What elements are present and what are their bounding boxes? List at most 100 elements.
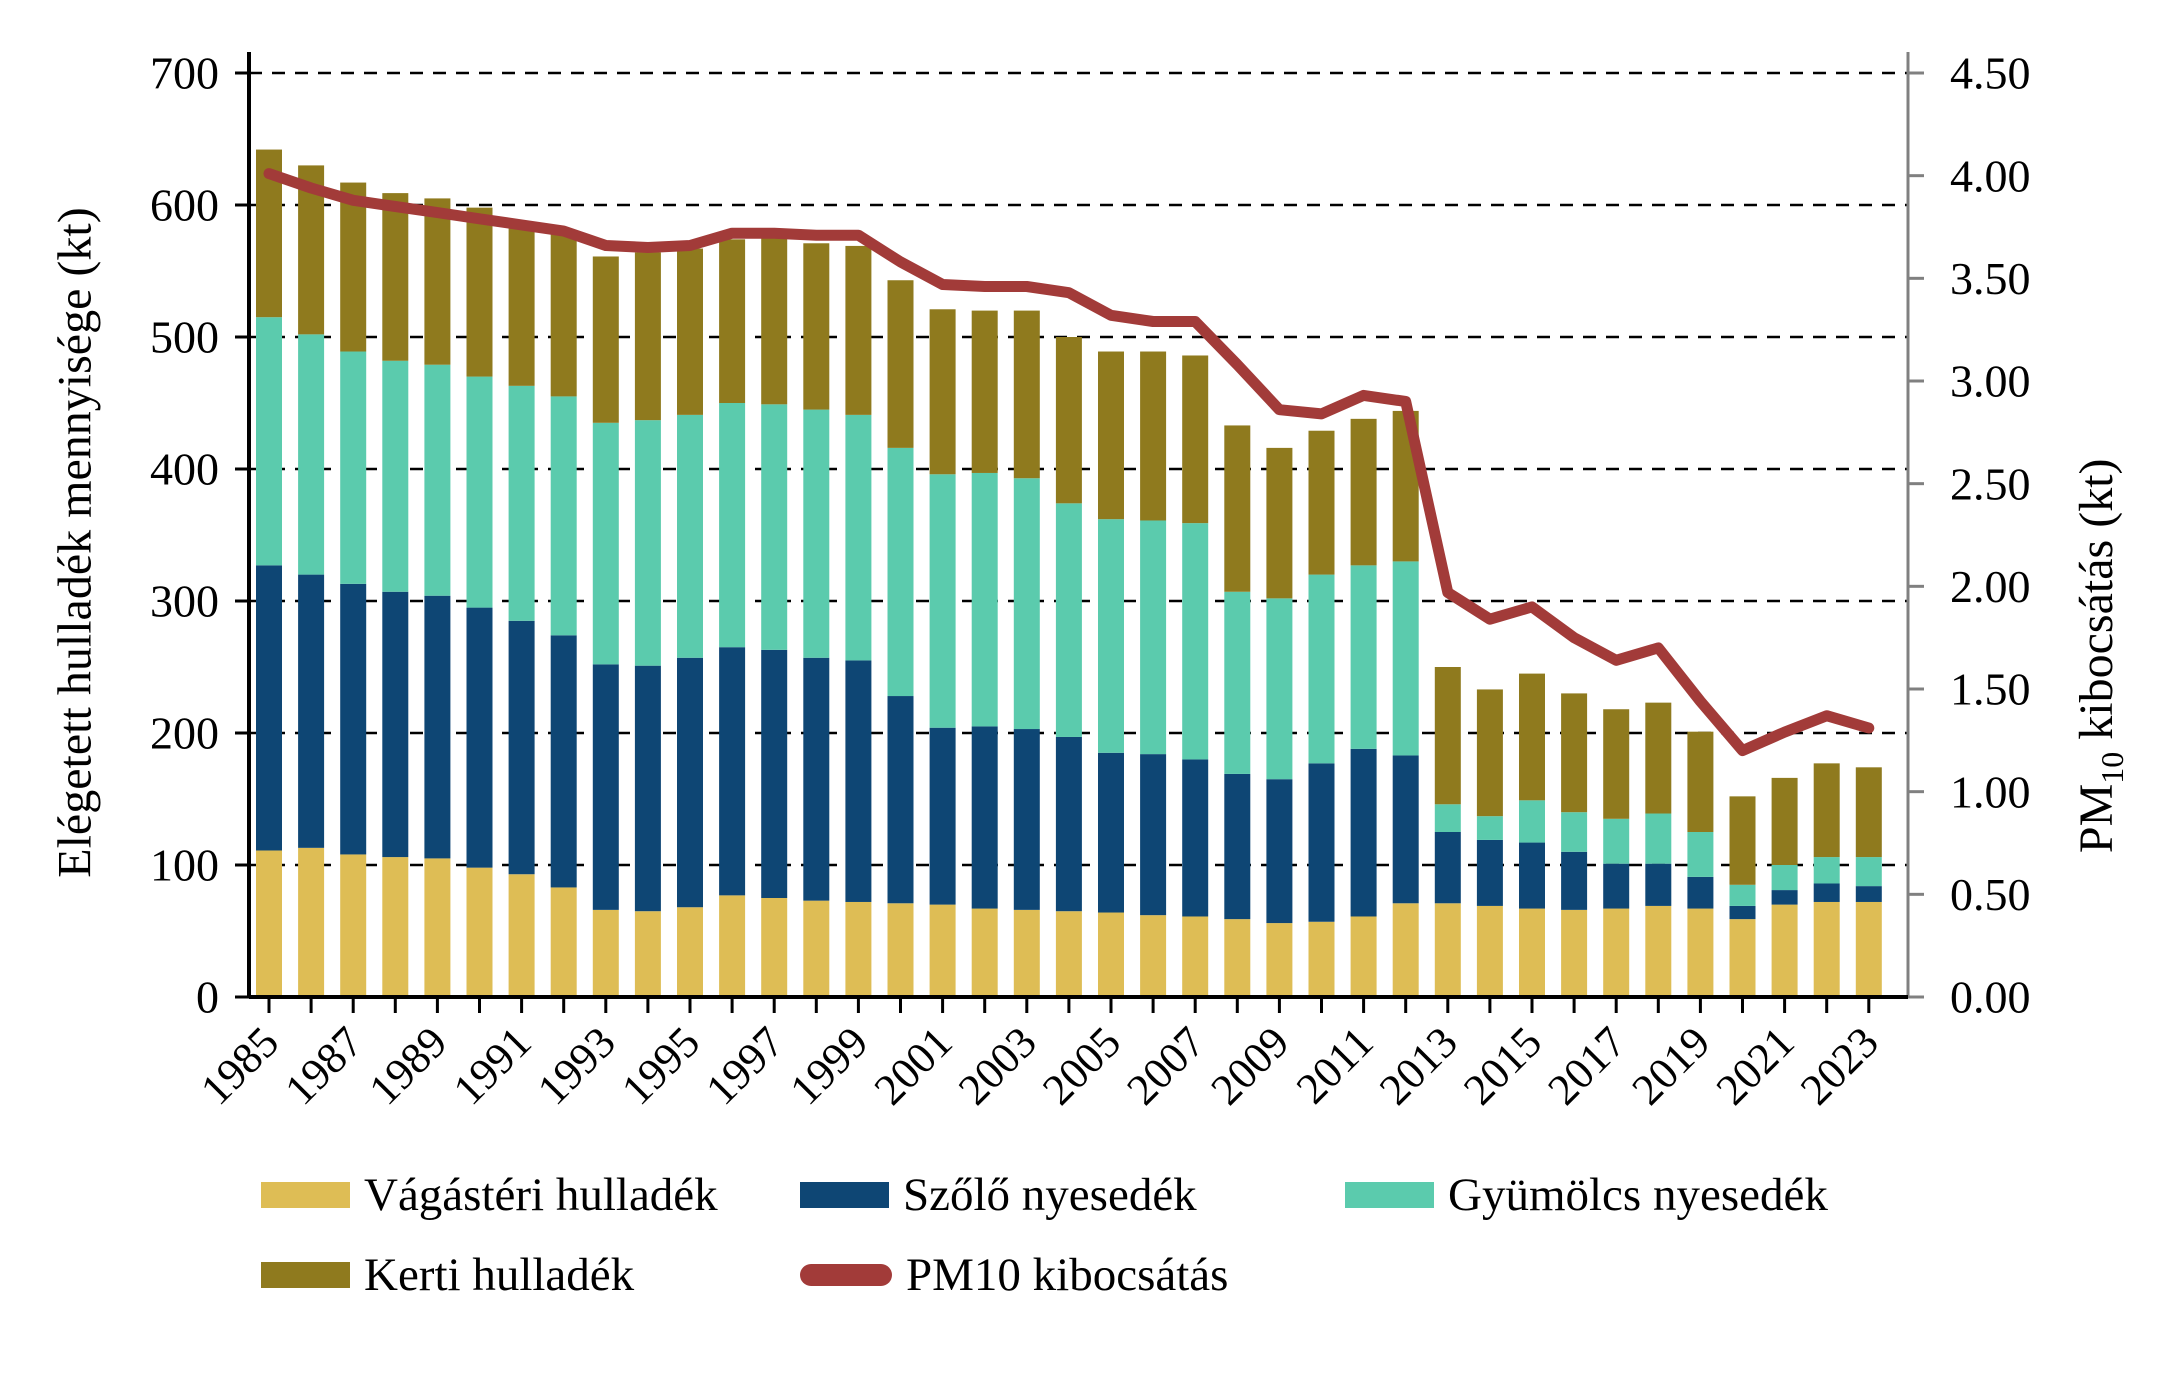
bar-2008-kerti-segment	[1224, 425, 1251, 592]
bar-1986-gyumolcs-segment	[298, 334, 325, 575]
left-axis-tick-label-400: 400	[150, 444, 219, 495]
bar-2020-vagasteri-segment	[1729, 919, 1756, 997]
bar-2017-szolo-segment	[1603, 863, 1630, 909]
legend-item-pm10: PM10 kibocsátás	[800, 1248, 1228, 1302]
bar-2009-szolo-segment	[1266, 779, 1293, 924]
bar-2000-szolo-segment	[887, 696, 914, 904]
bar-1989-vagasteri-segment	[424, 858, 451, 997]
legend-label-szolo: Szőlő nyesedék	[903, 1169, 1197, 1221]
bar-1992-szolo-segment	[550, 635, 577, 888]
bar-2008-vagasteri-segment	[1224, 919, 1251, 997]
bar-2010-szolo-segment	[1308, 763, 1335, 922]
bar-1995-vagasteri-segment	[677, 907, 703, 997]
bar-2014-vagasteri-segment	[1476, 905, 1503, 997]
bar-1994-kerti-segment	[634, 252, 661, 421]
bar-2001-kerti-segment	[929, 309, 956, 475]
x-axis-tick-label-2001: 2001	[865, 1017, 962, 1114]
bar-2015-kerti-segment	[1519, 673, 1545, 801]
bar-1997-gyumolcs-segment	[761, 404, 788, 650]
bar-2012-szolo-segment	[1392, 755, 1419, 904]
x-axis-tick-label-1989: 1989	[360, 1017, 457, 1114]
bar-2016-gyumolcs-segment	[1561, 812, 1588, 852]
bar-2003-szolo-segment	[1013, 729, 1040, 910]
bar-1986-vagasteri-segment	[298, 847, 325, 997]
bar-1994-gyumolcs-segment	[634, 420, 661, 666]
bar-1991-vagasteri-segment	[508, 874, 535, 997]
bar-2023-kerti-segment	[1855, 767, 1882, 858]
bar-1997-szolo-segment	[761, 649, 788, 898]
bar-2021-vagasteri-segment	[1771, 904, 1798, 997]
bar-2019-kerti-segment	[1687, 731, 1714, 832]
bar-1989-kerti-segment	[424, 198, 451, 365]
bar-1988-vagasteri-segment	[382, 857, 409, 997]
x-axis-tick-label-2023: 2023	[1791, 1017, 1888, 1114]
bar-1998-kerti-segment	[803, 243, 830, 410]
bar-1996-kerti-segment	[719, 239, 746, 403]
bar-1998-vagasteri-segment	[803, 900, 830, 997]
bar-2010-vagasteri-segment	[1308, 921, 1335, 997]
bar-2007-szolo-segment	[1182, 759, 1209, 917]
bar-2023-vagasteri-segment	[1855, 901, 1882, 997]
bar-1995-gyumolcs-segment	[677, 414, 703, 658]
right-axis-tick-label-4.00: 4.00	[1950, 150, 2031, 201]
bar-2017-gyumolcs-segment	[1603, 818, 1630, 864]
bar-2022-vagasteri-segment	[1813, 901, 1840, 997]
bar-2016-szolo-segment	[1561, 851, 1588, 910]
right-axis-tick-label-2.00: 2.00	[1950, 561, 2031, 612]
bar-1998-szolo-segment	[803, 657, 830, 901]
bar-1995-szolo-segment	[677, 657, 703, 908]
bar-1998-gyumolcs-segment	[803, 409, 830, 658]
bar-1999-gyumolcs-segment	[845, 414, 872, 661]
x-axis-tick-label-2015: 2015	[1454, 1017, 1551, 1114]
bar-2013-vagasteri-segment	[1434, 903, 1461, 997]
bar-2003-gyumolcs-segment	[1013, 478, 1040, 730]
bar-2002-szolo-segment	[971, 726, 998, 909]
x-axis-tick-label-1993: 1993	[528, 1017, 625, 1114]
gyumolcs-swatch-icon	[1345, 1182, 1434, 1208]
bar-1995-kerti-segment	[677, 248, 703, 415]
bar-2004-gyumolcs-segment	[1055, 503, 1082, 737]
bar-1985-gyumolcs-segment	[256, 317, 282, 566]
bar-1988-gyumolcs-segment	[382, 360, 409, 592]
bar-1996-gyumolcs-segment	[719, 403, 746, 648]
bar-2014-kerti-segment	[1476, 689, 1503, 817]
bar-1999-vagasteri-segment	[845, 901, 872, 997]
legend-label-gyumolcs: Gyümölcs nyesedék	[1448, 1169, 1828, 1221]
right-axis-tick-label-4.50: 4.50	[1950, 48, 2031, 99]
bar-1990-kerti-segment	[466, 207, 493, 377]
left-axis-tick-label-100: 100	[150, 840, 219, 891]
x-axis-tick-label-1997: 1997	[696, 1017, 793, 1114]
bar-2002-kerti-segment	[971, 310, 998, 473]
bar-2018-kerti-segment	[1645, 702, 1672, 814]
right-axis-tick-label-3.50: 3.50	[1950, 253, 2031, 304]
bar-1994-vagasteri-segment	[634, 911, 661, 997]
bar-2008-gyumolcs-segment	[1224, 591, 1251, 774]
legend-item-szolo: Szőlő nyesedék	[800, 1168, 1197, 1222]
x-axis-tick-label-1999: 1999	[781, 1017, 878, 1114]
right-axis-tick-label-2.50: 2.50	[1950, 458, 2031, 509]
x-axis-tick-label-2021: 2021	[1707, 1017, 1804, 1114]
legend-label-vagasteri: Vágástéri hulladék	[364, 1169, 718, 1221]
bar-2011-szolo-segment	[1350, 748, 1377, 917]
left-axis-tick-label-300: 300	[150, 576, 219, 627]
bar-1990-szolo-segment	[466, 607, 493, 868]
x-axis-tick-label-2011: 2011	[1287, 1017, 1383, 1113]
bar-2003-vagasteri-segment	[1013, 909, 1040, 997]
bar-1987-kerti-segment	[340, 182, 367, 352]
bar-2023-gyumolcs-segment	[1855, 857, 1882, 887]
legend-label-kerti: Kerti hulladék	[364, 1249, 635, 1301]
bar-2009-gyumolcs-segment	[1266, 598, 1293, 780]
right-axis-title-pm: PM	[2070, 783, 2124, 854]
bar-2002-gyumolcs-segment	[971, 472, 998, 727]
bar-2007-vagasteri-segment	[1182, 916, 1209, 997]
x-axis-tick-label-1987: 1987	[275, 1017, 372, 1114]
bar-2011-vagasteri-segment	[1350, 916, 1377, 997]
x-axis-tick-label-1995: 1995	[612, 1017, 709, 1114]
bar-2004-vagasteri-segment	[1055, 911, 1082, 997]
bar-2020-kerti-segment	[1729, 796, 1756, 885]
bar-2016-vagasteri-segment	[1561, 909, 1588, 997]
bar-1988-kerti-segment	[382, 193, 409, 361]
bar-2009-vagasteri-segment	[1266, 923, 1293, 997]
